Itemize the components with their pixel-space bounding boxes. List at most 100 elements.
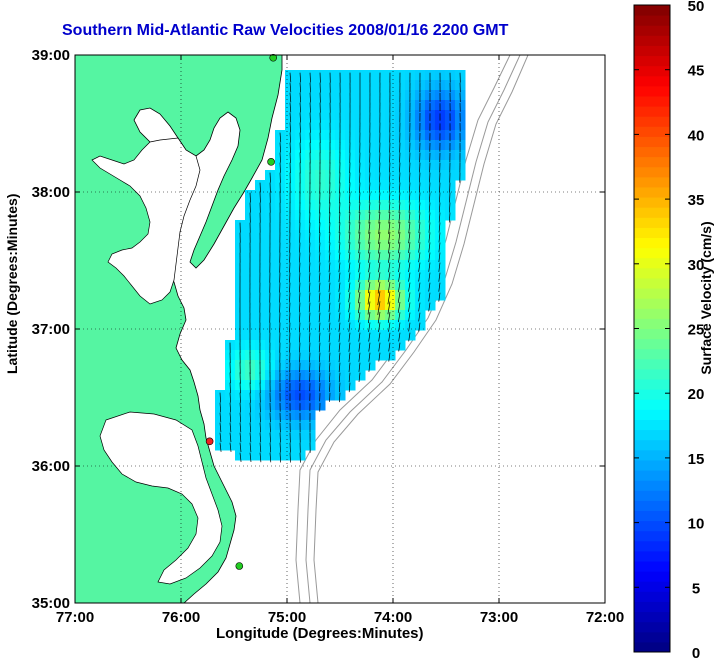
velocity-arrow xyxy=(328,302,331,312)
velocity-cell xyxy=(295,280,306,291)
velocity-cell xyxy=(365,210,376,221)
velocity-arrow xyxy=(348,262,351,273)
colorbar-segment xyxy=(634,5,670,16)
velocity-arrow xyxy=(239,432,242,443)
velocity-cell xyxy=(445,180,456,191)
velocity-cell xyxy=(415,150,426,161)
velocity-cell xyxy=(325,350,336,361)
velocity-arrow xyxy=(328,352,331,363)
velocity-arrow xyxy=(388,272,391,283)
x-axis-ticks: 77:00 76:00 75:00 74:00 73:00 72:00 xyxy=(56,55,624,626)
velocity-arrow xyxy=(328,252,331,263)
colorbar-segment xyxy=(634,197,670,208)
velocity-cell xyxy=(325,220,336,231)
velocity-cell xyxy=(325,300,336,311)
velocity-arrow xyxy=(328,332,331,343)
velocity-cell xyxy=(425,260,436,271)
colorbar-segment xyxy=(634,156,670,168)
velocity-cell xyxy=(345,360,356,371)
velocity-arrow xyxy=(328,322,331,333)
velocity-cell xyxy=(285,340,296,351)
velocity-cell xyxy=(355,240,366,251)
velocity-cell xyxy=(285,280,296,291)
velocity-cell xyxy=(415,310,426,321)
velocity-cell xyxy=(305,340,316,351)
velocity-cell xyxy=(315,240,326,251)
velocity-arrow xyxy=(399,162,401,173)
velocity-arrow xyxy=(428,272,431,282)
velocity-arrow xyxy=(309,352,311,363)
velocity-arrow xyxy=(309,362,311,373)
velocity-cell xyxy=(375,320,386,331)
velocity-arrow xyxy=(388,252,391,263)
velocity-arrow xyxy=(338,222,341,234)
velocity-arrow xyxy=(367,312,371,324)
velocity-cell xyxy=(345,220,356,231)
velocity-cell xyxy=(395,290,406,301)
velocity-arrow xyxy=(358,372,361,383)
velocity-cell xyxy=(335,390,346,401)
velocity-cell xyxy=(365,350,376,361)
velocity-arrow xyxy=(299,92,302,103)
velocity-arrow xyxy=(409,162,411,173)
velocity-cell xyxy=(335,280,346,291)
velocity-arrow xyxy=(397,301,401,313)
colorbar-segment xyxy=(634,15,670,26)
y-tick-label: 39:00 xyxy=(32,47,70,64)
velocity-arrow xyxy=(338,212,341,224)
velocity-arrow xyxy=(338,332,341,342)
velocity-cell xyxy=(345,250,356,261)
velocity-arrow xyxy=(358,212,361,224)
velocity-arrow xyxy=(249,422,252,433)
velocity-arrow xyxy=(368,362,371,372)
colorbar-segment xyxy=(634,470,670,481)
velocity-arrow xyxy=(318,242,321,253)
velocity-arrow xyxy=(418,182,421,193)
velocity-cell xyxy=(435,290,446,301)
velocity-cell xyxy=(305,260,316,271)
velocity-cell xyxy=(435,250,446,261)
velocity-arrow xyxy=(438,282,441,292)
velocity-arrow xyxy=(397,291,401,303)
colorbar-segment xyxy=(634,490,670,501)
velocity-cell xyxy=(305,310,316,321)
velocity-arrow xyxy=(348,302,351,313)
velocity-cell xyxy=(285,270,296,281)
velocity-cell xyxy=(395,280,406,291)
velocity-cell xyxy=(315,340,326,351)
velocity-arrow xyxy=(259,442,262,453)
velocity-arrow xyxy=(438,262,441,272)
velocity-cell xyxy=(375,280,386,291)
colorbar-segment xyxy=(634,288,670,299)
velocity-arrow xyxy=(368,352,371,362)
velocity-arrow xyxy=(249,412,251,423)
velocity-cell xyxy=(335,220,346,231)
velocity-arrow xyxy=(378,202,381,214)
velocity-cell xyxy=(415,300,426,311)
velocity-arrow xyxy=(348,232,351,244)
velocity-cell xyxy=(385,140,396,151)
velocity-arrow xyxy=(428,232,431,243)
velocity-arrow xyxy=(418,242,421,253)
velocity-cell xyxy=(405,320,416,331)
velocity-arrow xyxy=(358,342,361,352)
colorbar-segment xyxy=(634,631,670,643)
velocity-cell xyxy=(385,230,396,241)
velocity-arrow xyxy=(378,322,381,332)
velocity-cell xyxy=(355,260,366,271)
colorbar-segment xyxy=(634,459,670,471)
colorbar-segment xyxy=(634,581,670,592)
velocity-arrow xyxy=(408,332,411,342)
velocity-arrow xyxy=(289,282,291,293)
velocity-arrow xyxy=(428,202,431,213)
velocity-cell xyxy=(415,270,426,281)
velocity-arrow xyxy=(408,202,411,213)
velocity-arrow xyxy=(249,402,251,413)
y-tick-label: 35:00 xyxy=(32,595,70,612)
velocity-cell xyxy=(375,210,386,221)
colorbar-segment xyxy=(634,338,670,350)
velocity-cell xyxy=(385,220,396,231)
colorbar-segment xyxy=(634,136,670,148)
velocity-cell xyxy=(415,160,426,171)
velocity-cell xyxy=(295,300,306,311)
